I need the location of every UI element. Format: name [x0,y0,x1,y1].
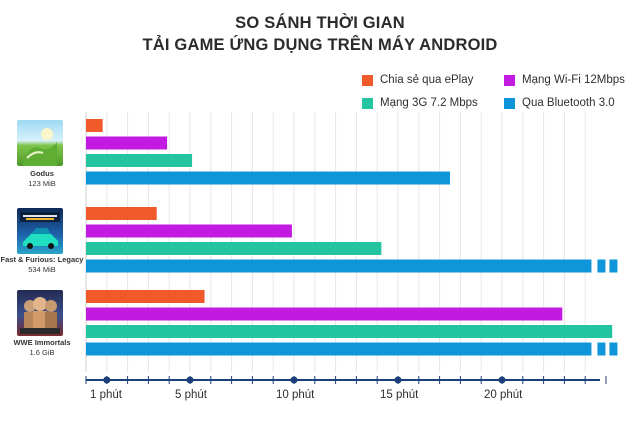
game-size-fast-furious: 534 MiB [28,265,56,274]
legend-item-eplay: Chia sẻ qua ePlay [362,74,473,86]
legend-label-3g: Mạng 3G 7.2 Mbps [380,97,478,109]
bar-3g-1 [86,242,382,255]
chart-title-line-1: SO SÁNH THỜI GIAN [235,14,405,32]
bar-break-segment [609,342,618,356]
x-axis-dot-15 [394,376,402,384]
legend-item-3g: Mạng 3G 7.2 Mbps [362,97,478,109]
x-tick-label-1: 1 phút [90,389,122,401]
game-label-fast-furious: Fast & Furious: Legacy 534 MiB [0,255,84,275]
bar-wifi-2 [86,307,563,321]
chart-title-line-2: TẢI GAME ỨNG DỤNG TRÊN MÁY ANDROID [142,36,498,54]
wwe-icon [17,290,63,336]
legend-swatch-wifi [504,74,515,86]
legend-swatch-bluetooth [504,97,515,109]
bar-eplay-1 [86,207,157,220]
bar-wifi-0 [86,136,168,150]
x-axis-dot-5 [186,376,194,384]
legend-swatch-eplay [362,74,373,86]
game-name-fast-furious: Fast & Furious: Legacy [0,255,84,264]
bar-break-segment [597,342,606,356]
bar-3g-2 [86,325,613,338]
fast-furious-icon-art [20,212,60,249]
x-tick-label-15: 15 phút [380,389,419,401]
game-name-godus: Godus [30,169,54,178]
legend-label-wifi: Mạng Wi-Fi 12Mbps [522,74,625,86]
bar-bluetooth-1 [86,259,592,273]
wwe-icon-art [20,297,60,334]
x-axis-dot-10 [290,376,298,384]
bar-eplay-0 [86,119,103,132]
godus-icon-art [23,128,57,166]
x-tick-label-5: 5 phút [175,389,207,401]
legend-label-eplay: Chia sẻ qua ePlay [380,74,474,86]
bar-3g-0 [86,154,193,167]
legend-item-wifi: Mạng Wi-Fi 12Mbps [504,74,625,86]
x-axis-dot-20 [498,376,506,384]
bar-break-segment [597,259,606,273]
bar-wifi-1 [86,224,292,238]
game-label-wwe: WWE Immortals 1.6 GiB [0,338,84,358]
godus-icon [17,120,63,166]
legend-swatch-3g [362,97,373,109]
game-size-godus: 123 MiB [28,179,56,188]
game-name-wwe: WWE Immortals [13,338,71,347]
legend-item-bluetooth: Qua Bluetooth 3.0 [504,97,615,109]
bar-bluetooth-2 [86,342,592,356]
fast-furious-icon [17,208,63,254]
legend-label-bluetooth: Qua Bluetooth 3.0 [522,97,615,109]
bar-break-segment [609,259,618,273]
x-axis-dot-1 [103,376,111,384]
x-tick-label-10: 10 phút [276,389,315,401]
bar-eplay-2 [86,290,205,303]
game-size-wwe: 1.6 GiB [29,348,55,357]
bar-bluetooth-0 [86,171,450,185]
x-tick-label-20: 20 phút [484,389,523,401]
game-label-godus: Godus 123 MiB [0,169,84,189]
